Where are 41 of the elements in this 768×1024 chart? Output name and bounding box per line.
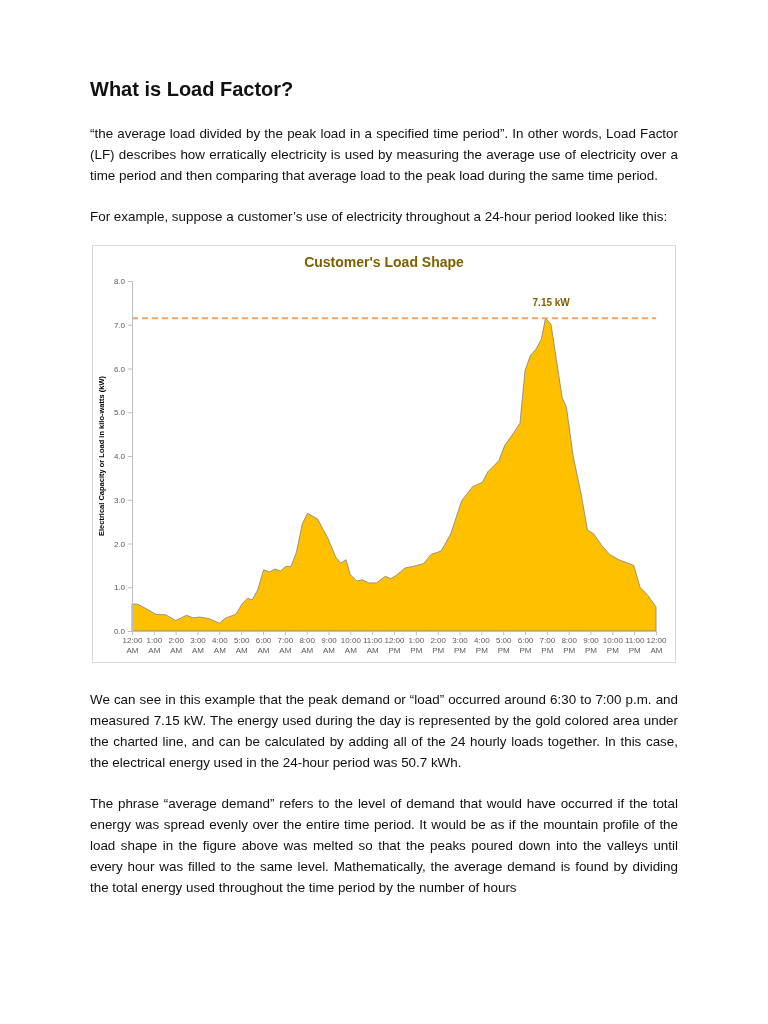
- x-tick-label: 1:00 AM: [146, 636, 163, 655]
- x-tick-label: 12:00 AM: [122, 636, 144, 655]
- x-tick-label: 12:00 AM: [646, 636, 668, 655]
- y-tick-label: 5.0: [113, 408, 126, 418]
- x-tick-label: 11:00 PM: [624, 636, 645, 655]
- x-tick-label: 8:00 AM: [299, 636, 316, 655]
- x-tick-label: 5:00 PM: [495, 636, 512, 655]
- x-tick-label: 9:00 PM: [583, 636, 600, 655]
- text: The phrase “average demand” refers to the level of demand that would have occurred if the total energy was spread evenly over the entire time period. It would be as if the mountain profile of the load shape in the figure above was melted so that the peaks poured down into the valleys until every hour was filled to the same level. Mathematically, the average demand is found by dividing the total energy used throughout the time period by the number of hours: [90, 795, 678, 897]
- x-tick-label: 2:00 AM: [168, 636, 185, 655]
- x-tick-label: 6:00 PM: [517, 636, 534, 655]
- y-tick-label: 7.0: [113, 320, 126, 330]
- text: We can see in this example that the peak demand or “load” occurred around 6:30 to 7:00 p.m. and measured 7.15 kW. The energy used during the day is represented by the gold colored area under the charted line, and can be calculated by adding all of the 24 hourly loads together. In this case, the electrical energy used in the 24-hour period was 50.7 kWh.: [90, 691, 678, 772]
- x-tick-label: 7:00 AM: [277, 636, 294, 655]
- chart-title: Customer's Load Shape: [304, 254, 465, 270]
- x-tick-label: 4:00 AM: [212, 636, 229, 655]
- x-tick-label: 9:00 AM: [321, 636, 338, 655]
- text: For example, suppose a customer’s use of electricity throughout a 24-hour period looked like this:: [90, 208, 669, 226]
- y-tick-label: 2.0: [113, 539, 126, 549]
- x-tick-label: 8:00 PM: [561, 636, 578, 655]
- x-tick-label: 3:00 AM: [190, 636, 207, 655]
- x-tick-label: 3:00 PM: [452, 636, 469, 655]
- x-tick-label: 4:00 PM: [474, 636, 491, 655]
- y-tick-label: 1.0: [113, 583, 126, 593]
- x-tick-label: 7:00 PM: [539, 636, 556, 655]
- y-tick-label: 8.0: [113, 277, 126, 287]
- x-tick-label: 11:00 AM: [362, 636, 383, 655]
- x-tick-label: 1:00 PM: [408, 636, 425, 655]
- y-tick-label: 6.0: [113, 364, 126, 374]
- x-tick-label: 6:00 AM: [255, 636, 272, 655]
- x-tick-label: 12:00 PM: [384, 636, 406, 655]
- y-tick-label: 3.0: [113, 495, 126, 505]
- ref-line-label: 7.15 kW: [532, 297, 571, 309]
- x-tick-label: 10:00 PM: [602, 636, 624, 655]
- x-tick-label: 10:00 AM: [340, 636, 362, 655]
- text: What is Load Factor?: [90, 78, 295, 101]
- text: “the average load divided by the peak load in a specified time period”. In other words, Load Factor (LF) describes how erratically electricity is used by measuring the average use of electricity over a time period and then comparing that average load to the peak load during the same time period.: [90, 125, 678, 185]
- x-tick-label: 5:00 AM: [233, 636, 250, 655]
- y-tick-label: 4.0: [113, 452, 126, 462]
- y-tick-label: 0.0: [113, 627, 126, 637]
- x-tick-label: 2:00 PM: [430, 636, 447, 655]
